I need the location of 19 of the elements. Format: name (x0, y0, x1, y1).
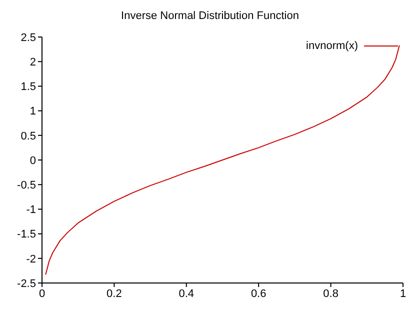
y-tick-label: 0 (30, 154, 36, 167)
y-tick-label: -2 (26, 253, 36, 266)
legend-label: invnorm(x) (306, 40, 358, 52)
x-tick-label: 0.4 (178, 288, 194, 300)
y-tick-label: 2.5 (20, 32, 36, 44)
y-tick-label: 1.5 (20, 81, 36, 94)
x-tick-label: 0.8 (323, 288, 338, 300)
y-tick-label: -2.5 (17, 278, 36, 290)
x-tick-label: 0.6 (250, 288, 266, 300)
y-tick-label: -1 (26, 204, 36, 216)
x-tick-label: 0 (38, 288, 46, 300)
y-tick-label: 1 (30, 106, 36, 118)
x-tick-label: 0.2 (106, 288, 122, 300)
x-tick-label: 1 (400, 288, 406, 300)
y-tick-label: -1.5 (17, 228, 36, 241)
y-tick-label: 2 (30, 56, 36, 69)
chart-title: Inverse Normal Distribution Function (120, 10, 300, 22)
y-tick-label: -0.5 (17, 180, 36, 192)
y-tick-label: 0.5 (20, 130, 36, 142)
